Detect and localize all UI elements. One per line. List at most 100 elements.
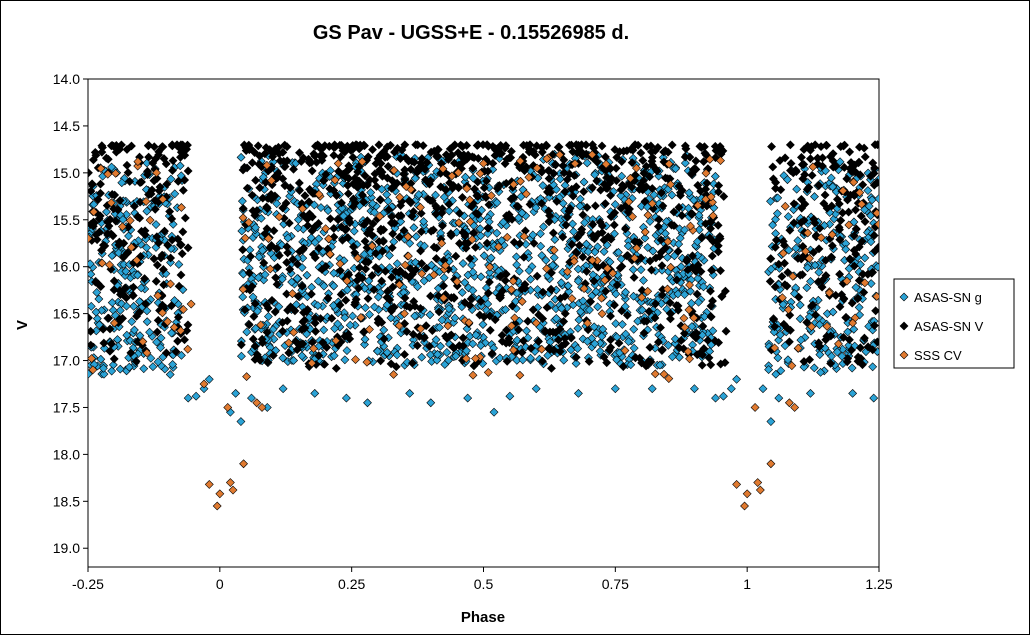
asas-sn-g-point [175,161,185,171]
asas-sn-v-point [706,301,716,311]
asas-sn-g-point [591,328,601,338]
asas-sn-v-point [514,325,524,335]
asas-sn-g-point [125,336,135,346]
asas-sn-v-point [485,325,495,335]
asas-sn-v-point [636,148,646,158]
asas-sn-v-point [519,140,528,150]
asas-sn-v-point [418,163,428,173]
asas-sn-v-point [386,218,396,228]
asas-sn-v-point [770,242,780,252]
asas-sn-v-point [371,248,381,258]
sss-cv-point [742,489,752,499]
sss-cv-point [335,259,345,269]
asas-sn-v-point [173,336,183,346]
asas-sn-g-point [450,313,460,323]
asas-sn-g-point [251,223,260,232]
asas-sn-g-point [368,199,378,209]
sss-cv-point [289,327,299,337]
sss-cv-point [257,403,267,412]
asas-sn-g-point [369,207,379,217]
x-axis: -0.25 0 0.25 0.5 0.75 1 1.25 [72,567,893,592]
asas-sn-v-point [416,304,425,313]
asas-sn-g-point [687,322,697,331]
asas-sn-g-point [133,349,143,359]
asas-sn-g-point [537,251,547,260]
sss-cv-point [807,322,816,332]
asas-sn-v-point [784,337,794,347]
asas-sn-g-point [574,315,584,325]
asas-sn-g-point [289,356,299,365]
asas-sn-v-point [406,164,416,174]
asas-sn-v-point [854,242,864,252]
asas-sn-v-point [400,165,410,175]
asas-sn-v-point [462,141,472,150]
asas-sn-v-point [612,280,622,290]
asas-sn-v-point [589,276,599,286]
asas-sn-v-point [717,292,727,302]
sss-cv-point [105,260,114,270]
asas-sn-v-point [368,145,377,154]
asas-sn-v-point [578,210,588,220]
asas-sn-g-point [292,273,302,283]
asas-sn-v-point [377,276,387,286]
asas-sn-v-point [131,356,141,366]
sss-cv-point [784,305,793,315]
asas-sn-g-point [145,327,155,337]
asas-sn-v-point [147,185,157,195]
sss-cv-point [96,164,106,173]
asas-sn-v-point [845,164,855,174]
asas-sn-g-point [816,367,826,377]
asas-sn-g-point [310,388,320,398]
asas-sn-g-point [482,305,491,315]
asas-sn-v-point [357,273,367,283]
sss-cv-point [542,264,551,274]
asas-sn-v-point [663,147,673,157]
asas-sn-v-point [270,307,280,317]
asas-sn-v-point [378,171,387,181]
asas-sn-g-point [693,274,703,283]
asas-sn-g-point [582,336,592,346]
asas-sn-v-point [132,311,141,321]
asas-sn-v-point [785,325,795,335]
asas-sn-v-point [281,198,291,208]
sss-cv-point [307,358,317,368]
sss-cv-point [443,321,453,331]
asas-sn-g-point [843,327,853,337]
asas-sn-g-point [168,359,178,369]
asas-sn-g-point [793,236,803,246]
asas-sn-v-point [320,141,330,151]
asas-sn-v-point [473,210,483,219]
asas-sn-g-point [649,190,659,200]
asas-sn-v-point [826,359,836,368]
asas-sn-g-point [581,239,591,249]
sss-cv-point [507,285,516,295]
sss-cv-point [395,192,405,202]
asas-sn-v-point [311,326,321,336]
asas-sn-g-point [88,301,96,311]
asas-sn-v-point [273,262,283,272]
asas-sn-g-point [462,324,472,334]
asas-sn-v-point [808,300,818,310]
asas-sn-v-point [519,252,529,262]
asas-sn-v-point [378,246,388,256]
asas-sn-g-point [136,283,146,293]
sss-cv-point [462,184,472,193]
asas-sn-g-point [313,276,323,286]
asas-sn-v-point [119,238,129,248]
asas-sn-v-point [579,187,589,197]
asas-sn-v-point [698,350,707,360]
sss-cv-point [465,217,475,227]
sss-cv-point [357,157,367,167]
asas-sn-g-point [152,337,162,347]
asas-sn-v-point [507,214,517,224]
asas-sn-g-point [254,252,264,262]
asas-sn-g-point [768,220,778,230]
asas-sn-g-point [775,330,785,340]
asas-sn-g-point [156,333,166,343]
asas-sn-v-point [506,194,516,204]
asas-sn-v-point [555,347,565,356]
asas-sn-v-point [258,338,268,348]
asas-sn-v-point [383,161,393,171]
asas-sn-v-point [574,240,584,250]
asas-sn-v-point [507,301,517,311]
